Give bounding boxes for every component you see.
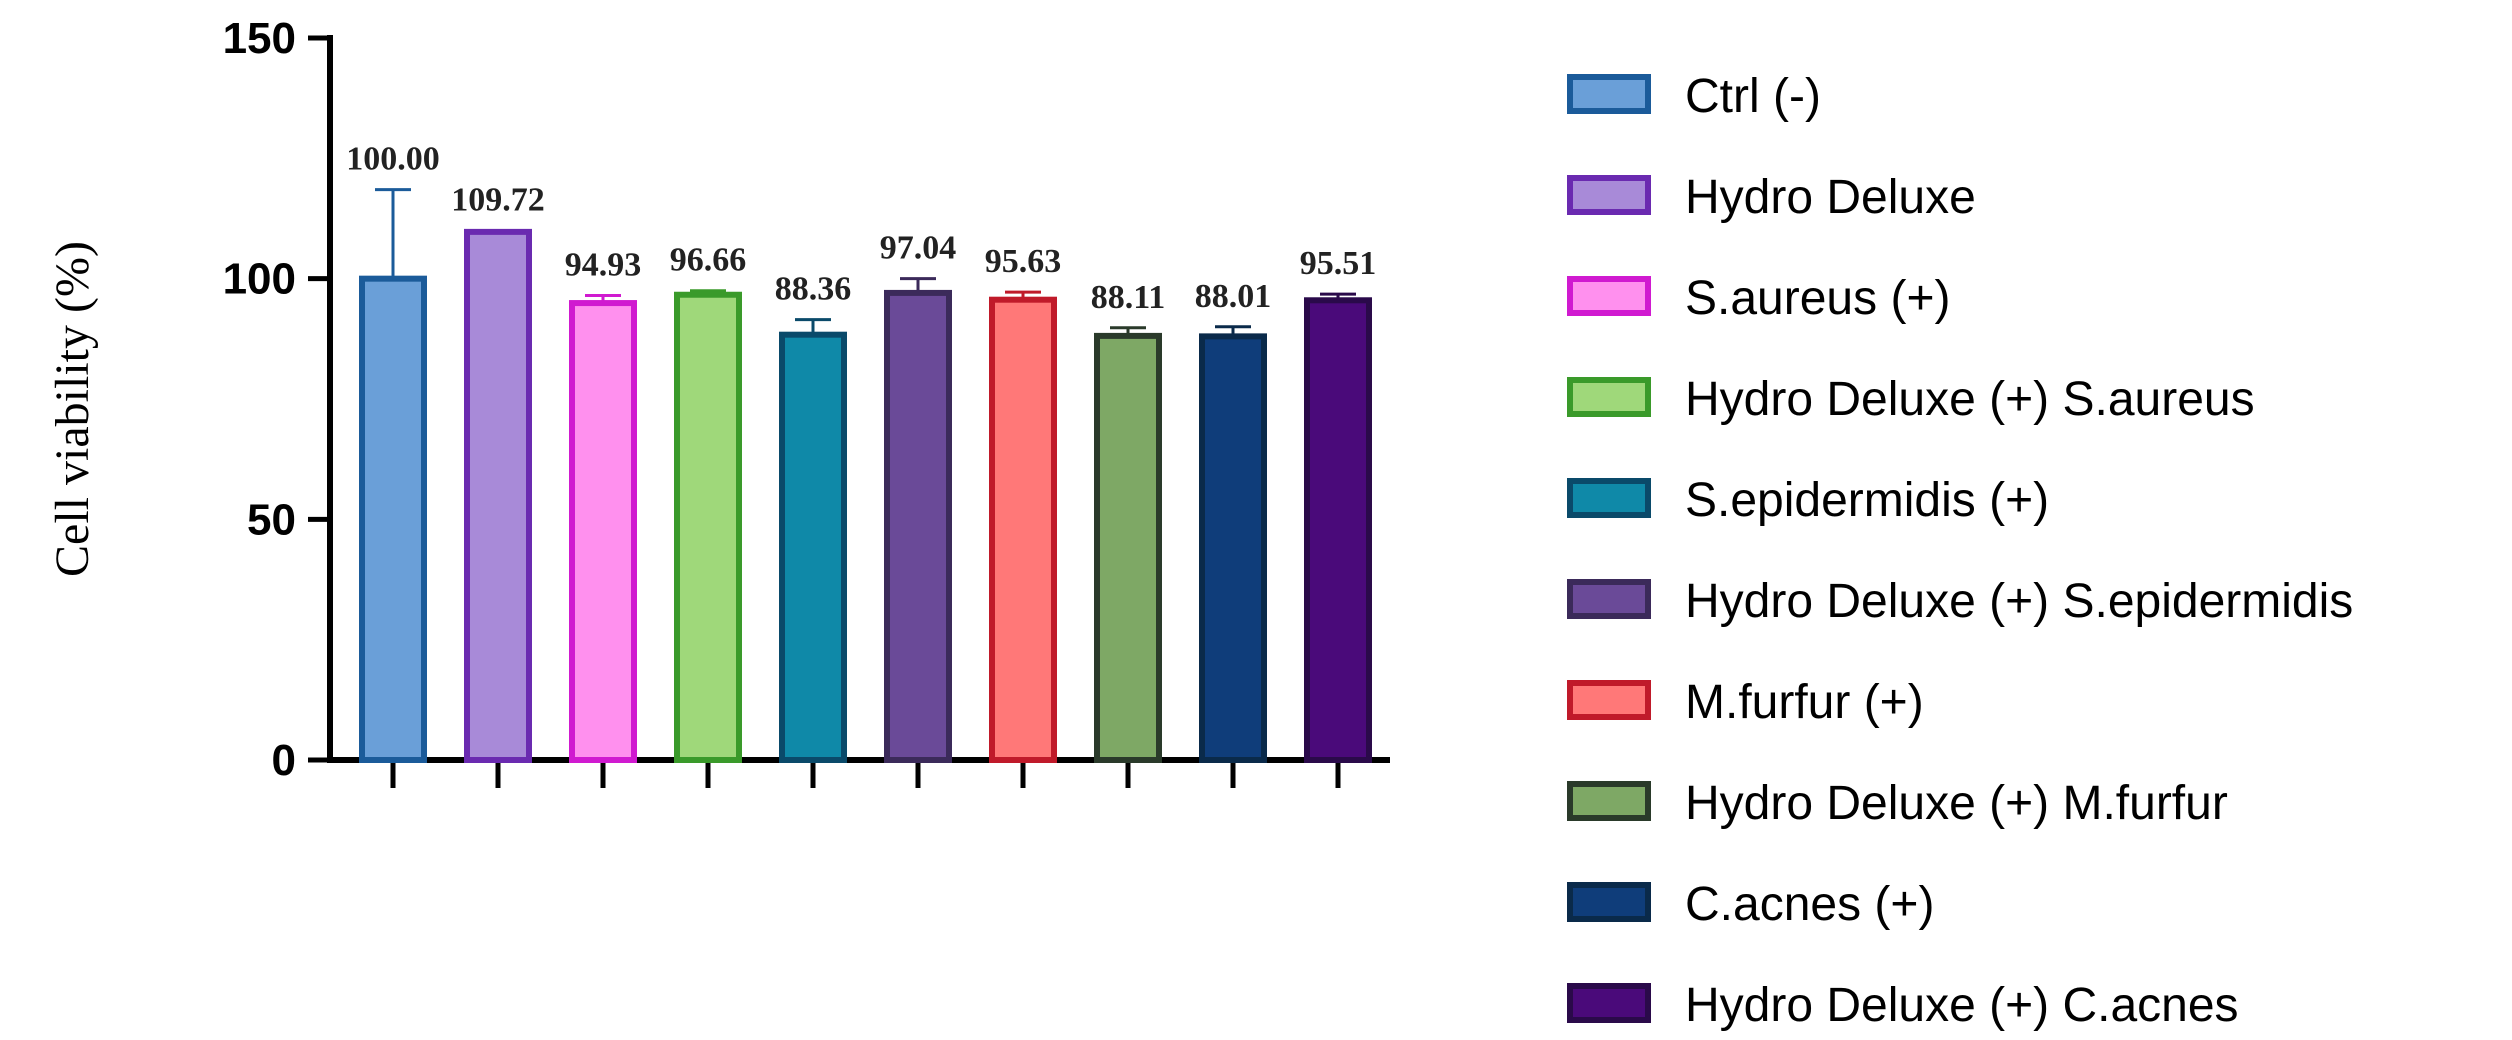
data-label: 88.01 <box>1195 278 1272 315</box>
legend-swatch <box>1567 781 1651 821</box>
bar <box>884 289 952 763</box>
legend-swatch <box>1567 680 1651 720</box>
data-label: 95.51 <box>1300 245 1377 282</box>
bar <box>464 228 532 764</box>
legend-swatch <box>1567 175 1651 215</box>
legend-label: Hydro Deluxe (+) C.acnes <box>1685 979 2239 1032</box>
bar <box>359 275 427 763</box>
axes: 0 50 100 150 Cell viability (%) <box>46 14 1390 788</box>
data-label: 100.00 <box>346 141 440 178</box>
data-label: 95.63 <box>985 243 1062 280</box>
bar <box>674 291 742 763</box>
legend-label: Hydro Deluxe (+) S.aureus <box>1685 373 2255 426</box>
data-label: 97.04 <box>880 230 957 267</box>
legend-swatch <box>1567 478 1651 518</box>
y-tick-label: 50 <box>247 495 296 544</box>
data-labels: 100.00 109.72 94.93 96.66 88.36 97.04 95.63 88.… <box>346 141 1376 316</box>
bars <box>359 188 1372 764</box>
legend-label: S.aureus (+) <box>1685 272 1950 325</box>
bar <box>1094 332 1162 763</box>
legend-swatch <box>1567 276 1651 316</box>
data-label: 109.72 <box>451 182 545 219</box>
bar <box>779 331 847 763</box>
legend-label: Hydro Deluxe (+) S.epidermidis <box>1685 575 2353 628</box>
y-tick-label: 100 <box>223 255 296 304</box>
legend-swatch <box>1567 983 1651 1023</box>
legend-swatch <box>1567 377 1651 417</box>
y-tick-label: 0 <box>272 736 296 785</box>
y-axis-label: Cell viability (%) <box>46 241 99 577</box>
data-label: 96.66 <box>670 242 747 279</box>
data-label: 88.11 <box>1091 279 1166 316</box>
legend-swatch <box>1567 882 1651 922</box>
bar <box>1304 297 1372 763</box>
y-tick-label: 150 <box>223 14 296 63</box>
legend-swatch <box>1567 74 1651 114</box>
data-label: 94.93 <box>565 247 642 284</box>
legend: Ctrl (-) Hydro Deluxe S.aureus (+) Hydro De… <box>1567 70 2353 1032</box>
legend-label: Hydro Deluxe <box>1685 171 1976 224</box>
legend-label: C.acnes (+) <box>1685 878 1934 931</box>
legend-label: Ctrl (-) <box>1685 70 1821 123</box>
data-label: 88.36 <box>775 271 852 308</box>
legend-label: S.epidermidis (+) <box>1685 474 2049 527</box>
legend-label: Hydro Deluxe (+) M.furfur <box>1685 777 2228 830</box>
legend-swatch <box>1567 579 1651 619</box>
bar <box>989 296 1057 763</box>
bar <box>569 300 637 763</box>
legend-label: M.furfur (+) <box>1685 676 1924 729</box>
bar <box>1199 333 1267 763</box>
